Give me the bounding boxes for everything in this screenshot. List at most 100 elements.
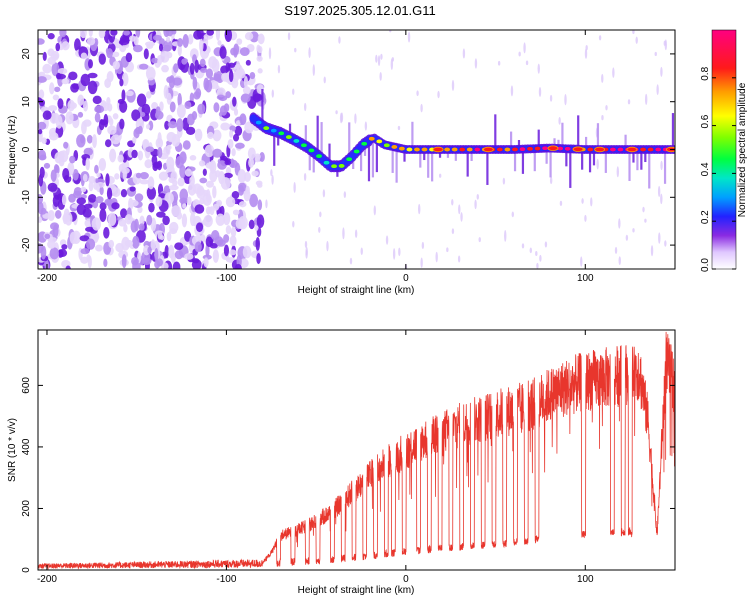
noise-blob bbox=[141, 257, 152, 265]
noise-blob bbox=[87, 72, 98, 79]
noise-blob bbox=[159, 101, 164, 112]
noise-blob bbox=[80, 52, 88, 60]
noise-blob bbox=[177, 44, 182, 57]
noise-blob bbox=[57, 249, 68, 258]
streak bbox=[596, 123, 600, 150]
noise-blob bbox=[62, 212, 68, 225]
streak bbox=[391, 146, 394, 173]
sparse-blob bbox=[654, 51, 657, 57]
ridge-node bbox=[564, 146, 572, 152]
noise-blob bbox=[187, 196, 192, 206]
noise-blob bbox=[200, 67, 208, 73]
sparse-blob bbox=[538, 86, 542, 98]
streak bbox=[261, 89, 264, 126]
streak bbox=[419, 149, 422, 168]
streak bbox=[517, 140, 521, 150]
noise-blob bbox=[134, 193, 144, 202]
sparse-blob bbox=[537, 63, 540, 74]
streak bbox=[395, 147, 398, 183]
noise-blob bbox=[151, 57, 159, 64]
sparse-blob bbox=[339, 112, 343, 124]
sparse-blob bbox=[268, 47, 272, 60]
sparse-blob bbox=[535, 250, 538, 257]
sparse-blob bbox=[304, 240, 308, 249]
ridge-node bbox=[451, 147, 459, 152]
sparse-blob bbox=[294, 47, 297, 53]
ridge-node bbox=[315, 153, 323, 159]
ridge-node bbox=[300, 142, 308, 148]
noise-blob bbox=[91, 217, 102, 231]
noise-blob bbox=[50, 169, 57, 182]
x-tick-label: -200 bbox=[37, 574, 57, 585]
sparse-blob bbox=[601, 73, 604, 83]
snr-frame bbox=[37, 329, 676, 571]
sparse-blob bbox=[271, 174, 274, 185]
ridge-node bbox=[323, 160, 330, 166]
noise-blob bbox=[257, 182, 263, 188]
streak bbox=[577, 115, 580, 150]
streak bbox=[273, 130, 276, 166]
ridge-node bbox=[511, 146, 519, 152]
noise-blob bbox=[194, 241, 202, 253]
noise-blob bbox=[65, 265, 71, 269]
noise-blob bbox=[145, 66, 156, 81]
streak bbox=[604, 149, 607, 173]
noise-blob bbox=[111, 202, 120, 210]
colorbar: 0.0 0.2 0.4 0.6 0.8 Normalized spectral ampl… bbox=[700, 29, 748, 272]
noise-blob bbox=[38, 89, 45, 100]
sparse-blob bbox=[416, 90, 419, 97]
noise-blob bbox=[99, 202, 107, 211]
noise-blob bbox=[139, 179, 149, 185]
noise-blob bbox=[257, 45, 263, 54]
sparse-blob bbox=[635, 36, 638, 44]
noise-blob bbox=[174, 242, 184, 251]
noise-blob bbox=[217, 160, 227, 170]
streak bbox=[592, 149, 596, 166]
noise-blob bbox=[223, 234, 230, 243]
noise-blob bbox=[229, 235, 237, 247]
noise-blob bbox=[106, 71, 114, 83]
noise-blob bbox=[240, 93, 251, 103]
noise-blob bbox=[209, 162, 215, 171]
sparse-blob bbox=[518, 51, 521, 57]
noise-blob bbox=[198, 160, 206, 167]
ridge-node bbox=[405, 147, 413, 152]
sparse-blob bbox=[660, 160, 663, 171]
noise-blob bbox=[215, 213, 226, 226]
ridge-node bbox=[609, 147, 617, 152]
noise-blob bbox=[130, 220, 138, 233]
noise-blob bbox=[220, 122, 230, 131]
noise-blob bbox=[245, 59, 251, 66]
noise-blob bbox=[225, 196, 236, 208]
noise-blob bbox=[77, 94, 85, 106]
sparse-blob bbox=[437, 90, 440, 99]
noise-blob bbox=[106, 48, 113, 59]
noise-blob bbox=[160, 51, 170, 57]
sparse-blob bbox=[407, 31, 411, 43]
noise-blob bbox=[142, 139, 150, 150]
streak bbox=[359, 146, 363, 172]
noise-blob bbox=[133, 36, 139, 46]
noise-blob bbox=[231, 148, 236, 157]
streak bbox=[533, 148, 536, 172]
ridge-node bbox=[360, 141, 368, 147]
streak bbox=[628, 149, 631, 181]
sparse-blob bbox=[308, 47, 311, 59]
spectrogram-marks bbox=[38, 30, 675, 269]
spectrogram-xlabel: Height of straight line (km) bbox=[298, 285, 415, 296]
y-tick-label: 20 bbox=[21, 48, 32, 60]
ridge-node bbox=[292, 138, 300, 144]
noise-blob bbox=[233, 43, 240, 56]
noise-blob bbox=[252, 93, 263, 102]
sparse-blob bbox=[380, 53, 383, 60]
streak bbox=[312, 152, 315, 173]
streak bbox=[466, 149, 469, 177]
ridge-node bbox=[308, 147, 315, 153]
noise-blob bbox=[232, 96, 237, 107]
sparse-blob bbox=[460, 212, 463, 222]
noise-blob bbox=[152, 34, 162, 41]
snr-axes: -200 -100 0 100 0 200 400 600 bbox=[21, 330, 675, 585]
noise-blob bbox=[47, 209, 55, 222]
ridge-node bbox=[458, 147, 466, 152]
noise-blob bbox=[69, 155, 76, 164]
